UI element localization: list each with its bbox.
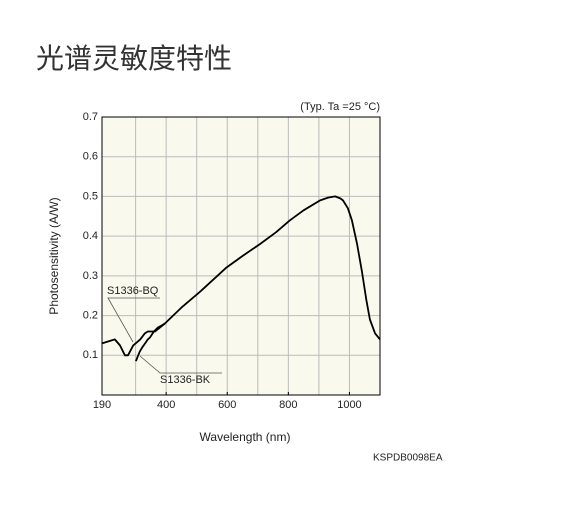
leader-line xyxy=(107,297,160,343)
y-tick-label: 0.1 xyxy=(83,349,98,361)
y-tick-label: 0.5 xyxy=(83,190,98,202)
y-axis-label: Photosensitivity (A/W) xyxy=(47,197,61,314)
x-axis-label: Wavelength (nm) xyxy=(200,430,291,444)
condition: (Typ. Ta =25 °C) xyxy=(300,101,380,113)
y-tick-label: 0.7 xyxy=(83,111,98,123)
series-label: S1336-BQ xyxy=(107,285,159,297)
plot-frame xyxy=(101,116,381,396)
figure-code: KSPDB0098EA xyxy=(373,453,443,464)
series-line xyxy=(135,322,166,362)
x-tick-label: 600 xyxy=(218,399,236,411)
page-title: 光谱灵敏度特性 xyxy=(36,42,232,75)
y-tick-label: 0.3 xyxy=(83,270,98,282)
y-tick-label: 0.6 xyxy=(83,151,98,163)
y-tick-label: 0.2 xyxy=(83,309,98,321)
x-tick-label: 190 xyxy=(93,399,111,411)
series-label: S1336-BK xyxy=(160,374,211,386)
y-tick-label: 0.4 xyxy=(83,230,98,242)
x-tick-label: 800 xyxy=(279,399,297,411)
series-line xyxy=(101,195,381,357)
x-tick-label: 400 xyxy=(157,399,175,411)
leader-line xyxy=(139,355,222,374)
x-tick-label: 1000 xyxy=(337,399,361,411)
